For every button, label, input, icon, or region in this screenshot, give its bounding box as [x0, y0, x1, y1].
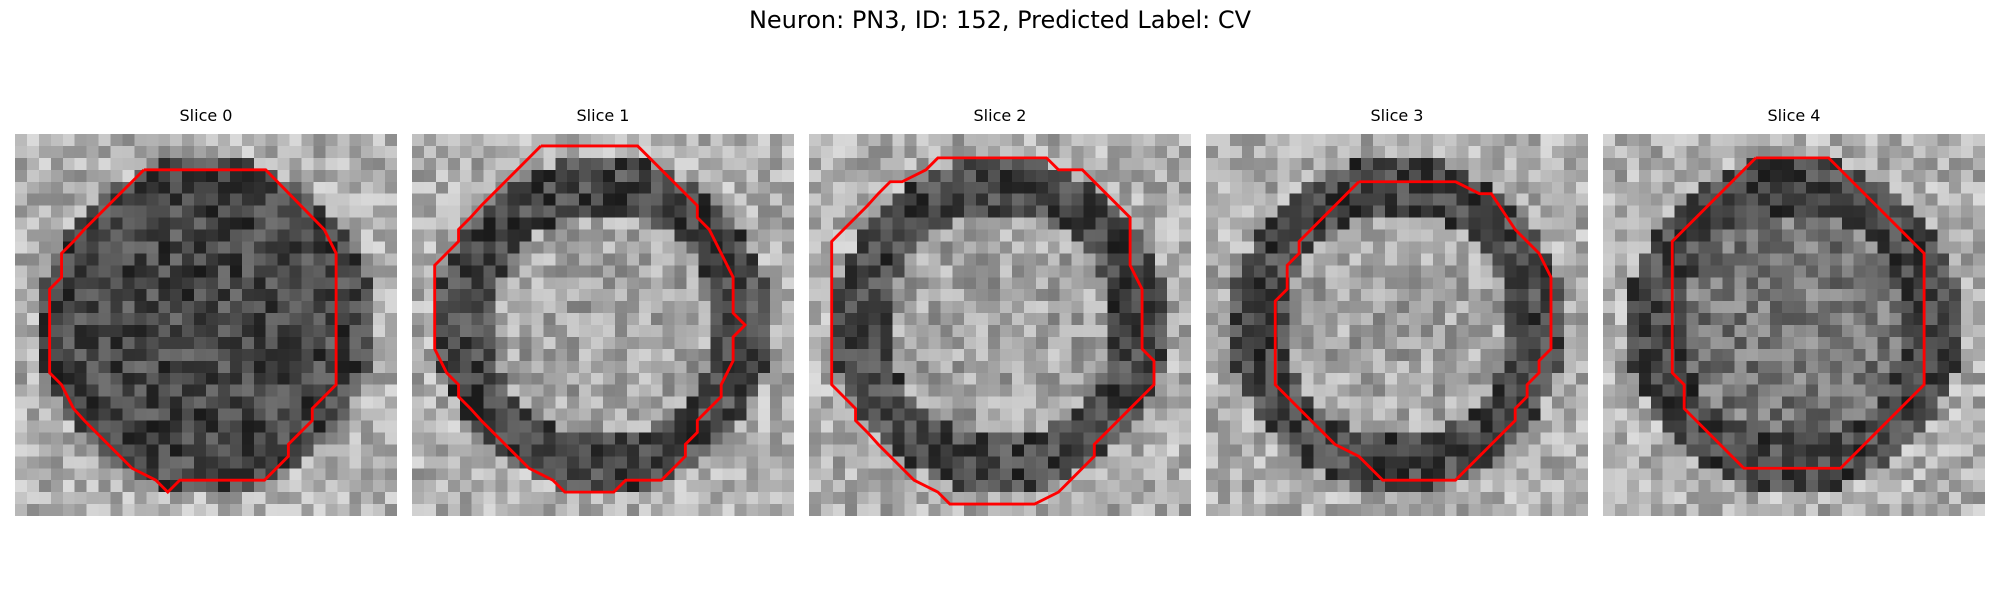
segmentation-contour-3 [1273, 180, 1553, 482]
slice-panel-1: Slice 1 [412, 107, 794, 517]
slice-image-0 [15, 134, 397, 516]
figure-title: Neuron: PN3, ID: 152, Predicted Label: C… [748, 6, 1252, 34]
slice-title-3: Slice 3 [1370, 106, 1424, 125]
segmentation-contour-2 [830, 156, 1156, 506]
slice-panel-2: Slice 2 [809, 107, 1191, 517]
slice-image-2 [809, 134, 1191, 516]
segmentation-contour-0 [48, 168, 338, 495]
slice-title-0: Slice 0 [179, 106, 233, 125]
slice-title-4: Slice 4 [1767, 106, 1821, 125]
slice-image-1 [412, 134, 794, 516]
slice-title-1: Slice 1 [576, 106, 630, 125]
slice-panel-4: Slice 4 [1603, 107, 1985, 517]
slice-title-2: Slice 2 [973, 106, 1027, 125]
slice-image-3 [1206, 134, 1588, 516]
segmentation-contour-1 [433, 144, 748, 494]
slice-panel-3: Slice 3 [1206, 107, 1588, 517]
slice-image-4 [1603, 134, 1985, 516]
segmentation-contour-4 [1670, 156, 1926, 470]
slice-panel-0: Slice 0 [15, 107, 397, 517]
